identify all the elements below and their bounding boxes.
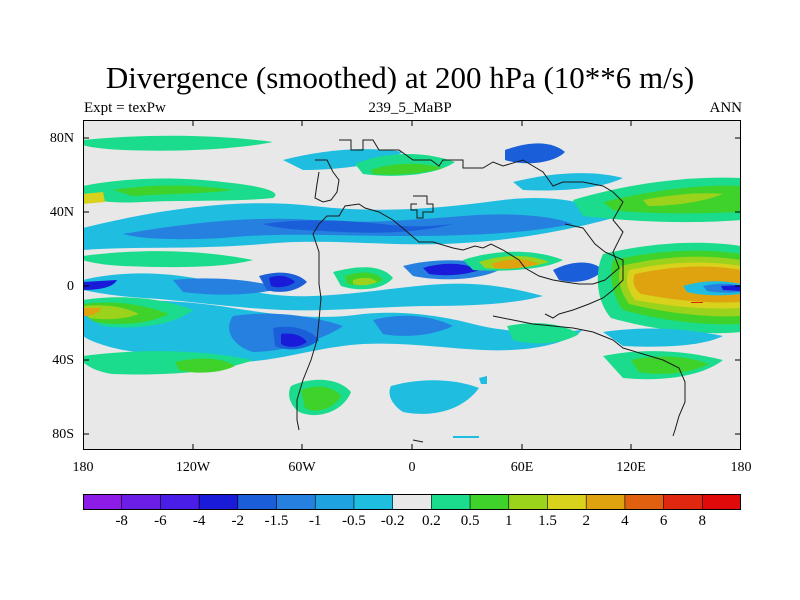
lon-label-180e: 180 [730, 460, 752, 475]
colorbar-label: -0.2 [380, 513, 405, 529]
colorbar-swatch [83, 494, 123, 510]
colorbar-label: -0.5 [342, 513, 366, 529]
colorbar-swatch [237, 494, 278, 510]
colorbar-label: 0.2 [422, 513, 441, 529]
colorbar-swatch [353, 494, 394, 510]
colorbar-label: 2 [582, 513, 590, 529]
lat-label-40s: 40S [52, 353, 74, 368]
divergence-map [83, 120, 741, 450]
lat-label-40n: 40N [49, 205, 74, 220]
colorbar-label: 8 [698, 513, 707, 529]
colorbar-swatch [547, 494, 587, 510]
period-label: 239_5_MaBP [368, 100, 452, 116]
colorbar-label: 1.5 [538, 513, 557, 529]
lat-label-eq: 0 [67, 279, 74, 294]
colorbar-label: 0.5 [460, 513, 480, 529]
colorbar-label: 6 [659, 513, 668, 529]
colorbar-swatch [469, 494, 510, 510]
experiment-label: Expt = texPw [84, 100, 166, 116]
colorbar [83, 494, 741, 510]
lat-label-80n: 80N [49, 131, 74, 146]
lon-label-60e: 60E [510, 460, 534, 475]
plot-title: Divergence (smoothed) at 200 hPa (10**6 … [105, 60, 695, 95]
axis-ticks [83, 120, 741, 450]
colorbar-swatch [121, 494, 162, 510]
colorbar-label: -8 [115, 513, 128, 529]
colorbar-label: -2 [231, 513, 245, 529]
divergence-field [83, 135, 741, 438]
coastlines [296, 139, 686, 443]
colorbar-swatch [160, 494, 200, 510]
colorbar-swatch [198, 494, 239, 510]
lon-label-120e: 120E [616, 460, 646, 475]
colorbar-swatch [392, 494, 433, 510]
lon-label-60w: 60W [288, 460, 316, 475]
colorbar-swatch [314, 494, 355, 510]
colorbar-swatch [663, 494, 704, 510]
colorbar-label: 4 [621, 513, 629, 529]
colorbar-swatch [431, 494, 471, 510]
lon-label-180w: 180 [72, 460, 94, 475]
colorbar-label: 1 [505, 513, 513, 529]
lon-label-120w: 120W [175, 460, 211, 475]
colorbar-label: -1.5 [264, 513, 289, 529]
colorbar-swatch [276, 494, 317, 510]
colorbar-label: -4 [192, 513, 206, 529]
lon-label-0: 0 [408, 460, 416, 475]
colorbar-swatch [701, 494, 741, 510]
colorbar-label: -6 [154, 513, 167, 529]
colorbar-frame [83, 494, 741, 510]
season-label: ANN [709, 100, 743, 116]
colorbar-label: -1 [308, 513, 322, 529]
colorbar-swatch [585, 494, 626, 510]
colorbar-swatch [624, 494, 665, 510]
lat-label-80s: 80S [52, 427, 74, 442]
colorbar-swatch [508, 494, 549, 510]
